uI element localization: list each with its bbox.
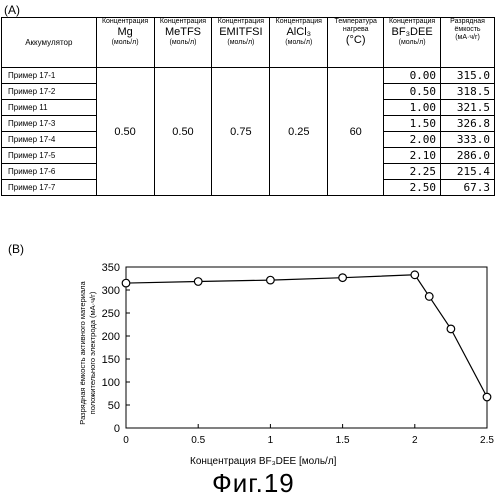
- y-tick-label: 100: [102, 377, 120, 389]
- y-tick-label: 50: [108, 400, 120, 412]
- chart-ticks: 0 0.5 1 1.5 2 2.5 0 50 100 150 200 250 300 350: [102, 262, 495, 446]
- x-tick-label: 2: [412, 435, 418, 446]
- chart-axes: [126, 267, 487, 428]
- x-axis-label: Концентрация BF₃DEE [моль/л]: [190, 456, 336, 467]
- x-tick-label: 0: [123, 435, 129, 446]
- data-point: [267, 276, 275, 284]
- y-tick-label: 250: [102, 308, 120, 320]
- data-point: [483, 393, 491, 401]
- data-point: [339, 274, 347, 282]
- data-point: [411, 271, 419, 279]
- y-tick-label: 350: [102, 262, 120, 274]
- data-point: [194, 278, 202, 286]
- x-tick-label: 1.5: [336, 435, 350, 446]
- figure-caption: Фиг.19: [212, 468, 295, 499]
- x-tick-label: 1: [268, 435, 274, 446]
- x-tick-label: 0.5: [191, 435, 205, 446]
- y-tick-label: 0: [114, 423, 120, 435]
- y-tick-label: 300: [102, 285, 120, 297]
- data-point: [447, 325, 455, 333]
- data-point: [425, 293, 433, 301]
- x-tick-label: 2.5: [480, 435, 494, 446]
- chart-series: [122, 271, 491, 401]
- y-tick-label: 150: [102, 354, 120, 366]
- series-line: [126, 275, 487, 397]
- data-point: [122, 279, 130, 287]
- y-tick-label: 200: [102, 331, 120, 343]
- plot-frame: [126, 267, 487, 428]
